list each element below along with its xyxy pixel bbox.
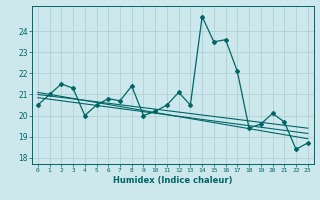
X-axis label: Humidex (Indice chaleur): Humidex (Indice chaleur) xyxy=(113,176,233,185)
